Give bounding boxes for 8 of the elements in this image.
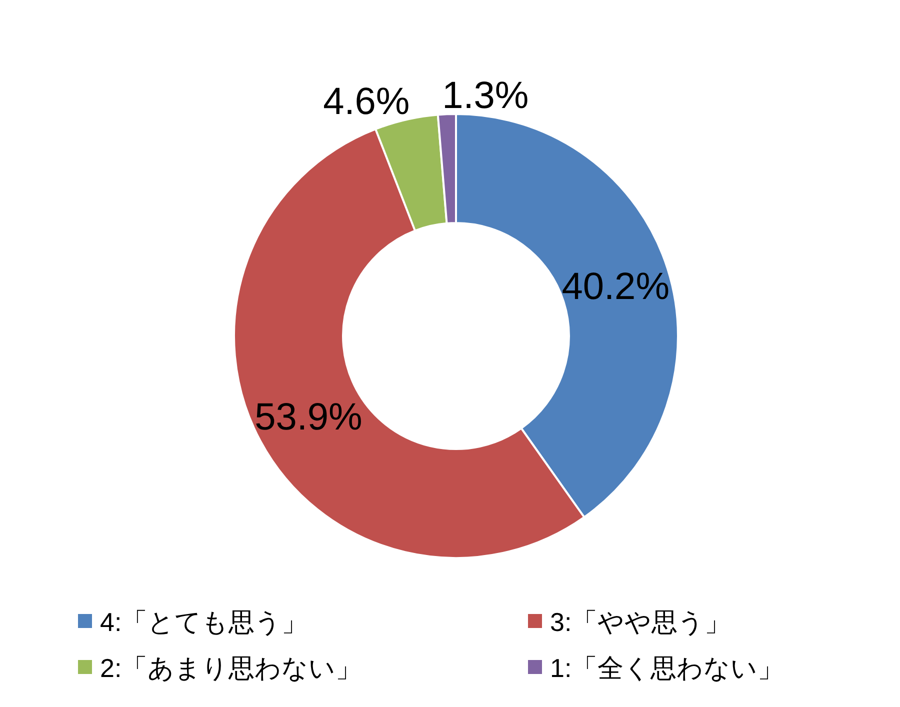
legend-label: 1:「全く思わない」	[550, 653, 784, 683]
legend-label: 4:「とても思う」	[100, 607, 308, 637]
data-label: 1.3%	[442, 75, 529, 118]
data-label: 40.2%	[562, 266, 670, 308]
data-label: 4.6%	[323, 81, 410, 124]
data-label: 53.9%	[254, 396, 362, 438]
legend-label: 3:「やや思う」	[550, 607, 731, 637]
legend-label: 2:「あまり思わない」	[100, 653, 362, 683]
